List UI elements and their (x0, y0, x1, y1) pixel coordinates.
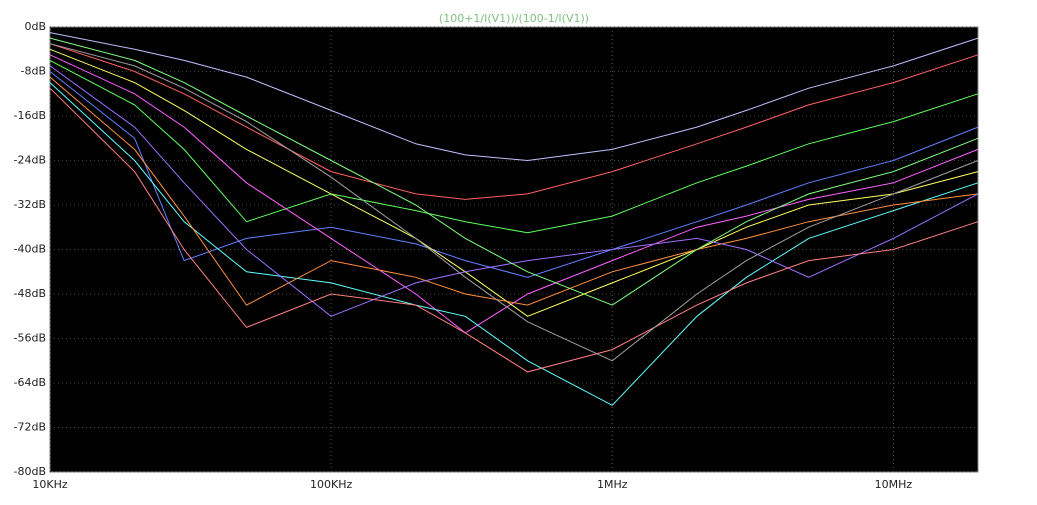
y-tick-label: -40dB (14, 243, 47, 256)
trace (49, 37, 979, 306)
y-tick-label: -72dB (14, 421, 47, 434)
trace (49, 87, 979, 373)
trace (49, 54, 979, 334)
x-tick-label: 100KHz (310, 478, 352, 491)
trace (49, 32, 979, 162)
trace (49, 82, 979, 406)
y-tick-label: -64dB (14, 376, 47, 389)
x-tick-label: 1MHz (597, 478, 628, 491)
y-tick-label: -56dB (14, 332, 47, 345)
x-tick-label: 10MHz (875, 478, 913, 491)
trace (49, 43, 979, 362)
y-tick-label: -48dB (14, 287, 47, 300)
x-tick-label: 10KHz (32, 478, 67, 491)
trace (49, 48, 979, 317)
y-tick-label: -8dB (21, 65, 47, 78)
y-tick-label: -80dB (14, 465, 47, 478)
trace (49, 71, 979, 278)
y-tick-label: -32dB (14, 198, 47, 211)
trace (49, 59, 979, 234)
y-tick-label: -16dB (14, 109, 47, 122)
y-tick-label: -24dB (14, 154, 47, 167)
chart-title: (100+1/I(V1))/(100-1/I(V1)) (439, 12, 589, 25)
trace (49, 43, 979, 200)
y-tick-label: 0dB (24, 20, 46, 33)
trace (49, 65, 979, 317)
